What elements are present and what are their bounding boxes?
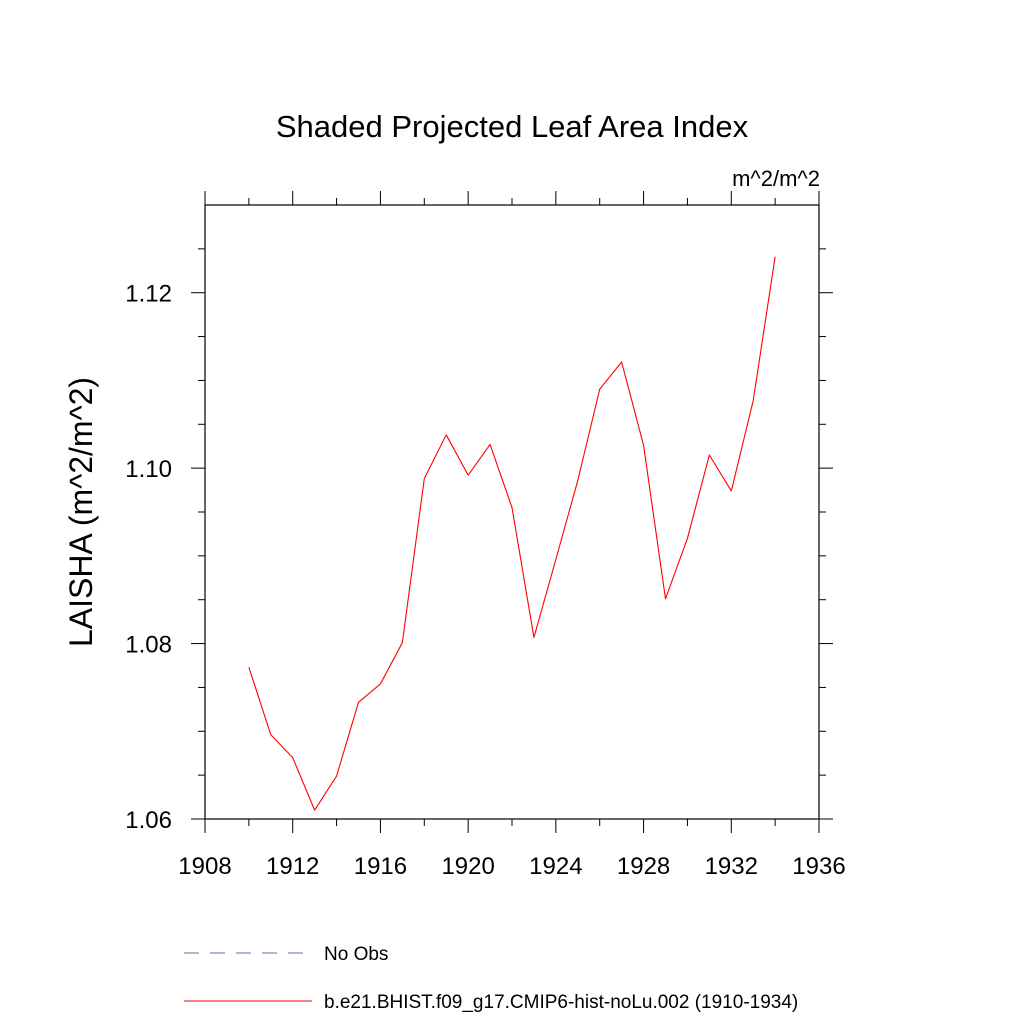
x-tick-label: 1916 <box>354 853 407 880</box>
y-tick-label: 1.08 <box>125 632 172 659</box>
y-tick-label: 1.06 <box>125 807 172 834</box>
axis-ticks <box>191 191 833 833</box>
x-tick-label: 1912 <box>266 853 319 880</box>
units-label: m^2/m^2 <box>732 166 820 191</box>
y-tick-label: 1.12 <box>125 281 172 308</box>
series-layer <box>248 256 776 811</box>
tick-labels: 1908 1912 1916 1920 1924 1928 1932 1936 1.06 1.08… <box>125 281 845 880</box>
x-tick-label: 1920 <box>441 853 494 880</box>
y-tick-label: 1.10 <box>125 456 172 483</box>
plot-frame <box>204 204 820 820</box>
chart-title: Shaded Projected Leaf Area Index <box>276 109 749 144</box>
x-tick-label: 1928 <box>617 853 670 880</box>
x-tick-label: 1924 <box>529 853 582 880</box>
x-tick-label: 1932 <box>705 853 758 880</box>
legend-label-1: b.e21.BHIST.f09_g17.CMIP6-hist-noLu.002 … <box>324 992 798 1013</box>
legend-label-0: No Obs <box>324 944 388 965</box>
x-tick-label: 1936 <box>792 853 845 880</box>
series-line <box>248 256 776 811</box>
x-tick-label: 1908 <box>178 853 231 880</box>
legend: No Obs b.e21.BHIST.f09_g17.CMIP6-hist-noL… <box>184 944 798 1013</box>
y-axis-label: LAISHA (m^2/m^2) <box>63 377 99 647</box>
